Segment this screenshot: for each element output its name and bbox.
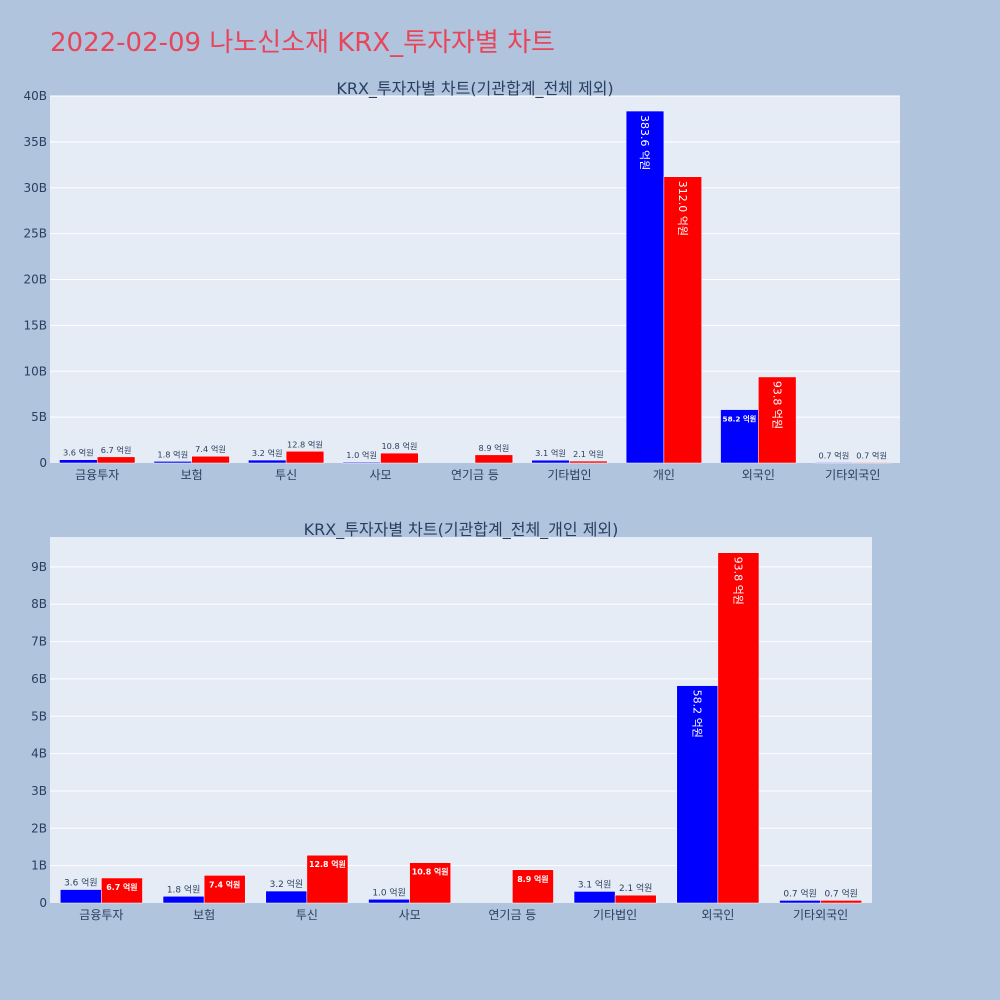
bar-value-label: 10.8 억원 [381,441,417,451]
bar-value-label: 0.7 억원 [824,887,857,899]
bar-value-label: 8.9 억원 [479,443,510,453]
y-tick-label: 40B [23,89,47,103]
bar [203,875,246,904]
y-tick-label: 20B [23,273,47,287]
x-tick-label: 금융투자 [75,468,119,482]
x-tick-label: 투신 [296,908,318,922]
y-tick-label: 15B [23,318,47,332]
y-tick-label: 25B [23,227,47,241]
bar [162,896,205,904]
bar [265,890,308,904]
bar [717,552,760,904]
y-tick-label: 7B [31,635,47,649]
bar-value-label: 7.4 억원 [209,879,240,889]
x-tick-label: 보험 [181,468,203,482]
bar [368,899,410,904]
bar-value-label: 58.2 억원 [723,415,757,424]
bar-value-label: 3.6 억원 [63,448,94,458]
y-tick-label: 9B [31,560,47,574]
bar-value-label: 2.1 억원 [573,449,604,459]
y-tick-label: 5B [31,410,47,424]
bar [474,454,514,464]
x-tick-label: 사모 [399,908,421,922]
y-tick-label: 30B [23,181,47,195]
page-title: 2022-02-09 나노신소재 KRX_투자자별 차트 [50,28,555,58]
y-tick-label: 6B [31,672,47,686]
bar-value-label: 3.1 억원 [578,878,611,890]
y-tick-label: 4B [31,747,47,761]
x-tick-label: 보험 [193,908,215,922]
x-tick-label: 투신 [275,468,297,482]
bar [852,462,891,464]
chart-top: 0 5B 10B 15B 20B 25B 30B 35B 40B KRX_투자자별 차트(기관합계… [23,79,900,482]
bar [820,900,862,904]
bar-value-label: 2.1 억원 [619,882,652,894]
bar-value-label: 8.9 억원 [517,874,548,884]
bar-value-label: 10.8 억원 [412,867,449,877]
bar-value-label: 93.8 억원 [732,557,745,605]
bar-value-label: 0.7 억원 [856,450,887,460]
x-tick-label: 기타외국인 [825,468,880,482]
chart-title: KRX_투자자별 차트(기관합계_전체_개인 제외) [304,520,619,540]
x-tick-label: 기타법인 [547,468,591,482]
bar-value-label: 312.0 억원 [676,181,689,236]
y-tick-label: 2B [31,821,47,835]
bar [96,456,136,464]
bar [60,889,102,904]
x-tick-label: 외국인 [701,908,734,922]
bar [101,877,143,904]
bar-value-label: 1.0 억원 [372,886,405,898]
bar-value-label: 12.8 억원 [287,439,323,449]
bar-value-label: 6.7 억원 [106,882,137,892]
bar-value-label: 3.2 억원 [270,878,303,890]
x-tick-label: 기타법인 [593,908,637,922]
y-tick-label: 35B [23,135,47,149]
bar [409,862,451,904]
bar [614,894,657,904]
bar [285,451,325,464]
bar [512,869,554,904]
bar-value-label: 1.0 억원 [346,450,377,460]
bar-value-label: 58.2 억원 [690,690,703,738]
y-tick-label: 10B [23,364,47,378]
bar-value-label: 6.7 억원 [101,445,132,455]
x-tick-label: 외국인 [742,468,775,482]
bar-value-label: 1.8 억원 [157,449,188,459]
bar [191,455,230,464]
bar-value-label: 3.2 억원 [252,448,283,458]
bar-value-label: 12.8 억원 [309,859,346,869]
x-tick-label: 기타외국인 [793,908,848,922]
y-tick-label: 8B [31,597,47,611]
bar-value-label: 1.8 억원 [167,883,200,895]
bar [573,891,616,904]
bar [625,110,665,464]
y-tick-label: 0 [39,456,47,470]
bar-value-label: 0.7 억원 [783,887,816,899]
bar [779,900,821,904]
y-tick-label: 1B [31,859,47,873]
x-tick-label: 사모 [370,468,392,482]
bar [569,460,608,464]
x-tick-label: 연기금 등 [451,468,499,482]
y-tick-label: 3B [31,784,47,798]
bar-value-label: 3.6 억원 [64,877,97,889]
x-tick-label: 연기금 등 [488,908,536,922]
bar [720,409,759,464]
x-tick-label: 금융투자 [79,908,123,922]
bar-value-label: 383.6 억원 [638,115,651,170]
bar-value-label: 0.7 억원 [819,450,850,460]
bar-value-label: 7.4 억원 [195,444,226,454]
x-tick-label: 개인 [653,468,675,482]
chart-title: KRX_투자자별 차트(기관합계_전체 제외) [336,79,613,99]
bar-value-label: 3.1 억원 [535,448,566,458]
bar [380,452,419,464]
bar [663,176,702,464]
y-tick-label: 0 [39,896,47,910]
bar-value-label: 93.8 억원 [770,381,783,429]
y-tick-label: 5B [31,709,47,723]
bar [306,854,349,904]
bar [676,685,719,904]
bar [758,376,797,464]
